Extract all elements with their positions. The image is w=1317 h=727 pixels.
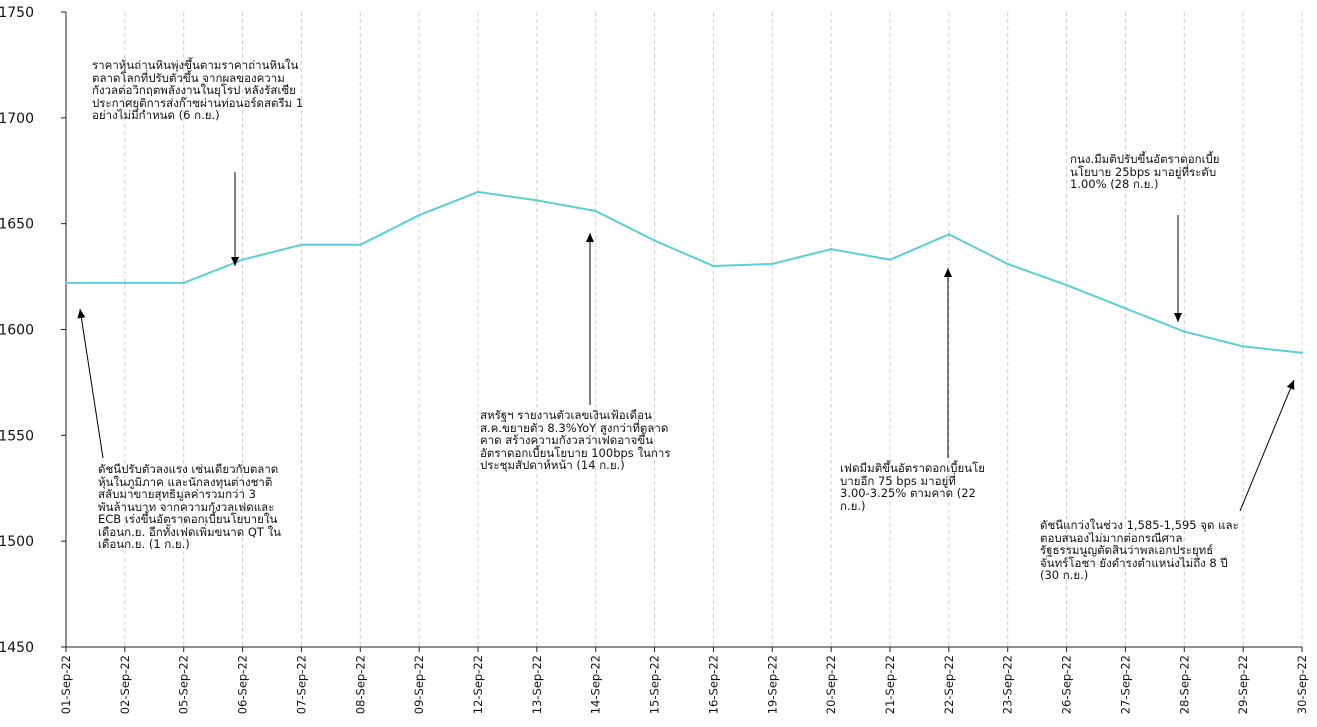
annotation-sep28: กนง.มีมติปรับขึ้นอัตราดอกเบี้ย นโยบาย 25… (1070, 152, 1220, 191)
x-tick-label: 06-Sep-22 (236, 655, 250, 714)
y-tick-label: 1550 (0, 428, 34, 444)
data-point (947, 233, 951, 236)
y-axis-ticks: 1450 1500 1550 1600 1650 1700 1750 (0, 5, 66, 656)
y-tick-label: 1500 (0, 534, 34, 550)
y-tick-label: 1650 (0, 217, 34, 233)
y-tick-label: 1600 (0, 323, 34, 339)
x-tick-label: 27-Sep-22 (1118, 655, 1132, 714)
series-line (64, 190, 1304, 354)
data-point (359, 243, 362, 247)
y-tick-label: 1750 (0, 5, 34, 21)
series-line-path (66, 190, 1303, 354)
data-point (771, 262, 774, 266)
x-tick-label: 15-Sep-22 (648, 655, 662, 714)
annotation-sep30: ดัชนีแกว่งในช่วง 1,585-1,595 จุด และ ตอบ… (1040, 518, 1239, 582)
data-point (1006, 262, 1009, 266)
x-tick-label: 20-Sep-22 (824, 655, 838, 714)
gridlines (124, 12, 1303, 647)
y-tick-label: 1700 (0, 111, 34, 127)
x-tick-label: 23-Sep-22 (1001, 655, 1015, 714)
x-tick-label: 14-Sep-22 (589, 655, 603, 714)
x-tick-label: 09-Sep-22 (412, 655, 426, 714)
data-point (594, 209, 597, 213)
data-point (1124, 307, 1127, 310)
x-tick-label: 28-Sep-22 (1177, 655, 1191, 714)
x-tick-label: 12-Sep-22 (471, 655, 485, 714)
x-tick-label: 05-Sep-22 (177, 655, 191, 714)
x-tick-label: 02-Sep-22 (118, 655, 132, 714)
data-point (476, 190, 480, 194)
data-point (123, 281, 127, 285)
x-tick-label: 08-Sep-22 (353, 655, 367, 714)
data-point (241, 258, 244, 261)
arrow-sep14 (586, 233, 594, 405)
x-tick-label: 13-Sep-22 (530, 655, 544, 714)
arrow-sep28 (1174, 215, 1182, 322)
arrow-sep30 (1239, 379, 1295, 512)
data-point (1241, 345, 1245, 348)
data-point (888, 258, 892, 261)
annotation-sep06: ราคาหุ้นถ่านหินพุ่งขึ้นตามราคาถ่านหินใน … (92, 58, 304, 122)
x-axis-ticks: 01-Sep-22 02-Sep-22 05-Sep-22 06-Sep-22 07-S… (59, 647, 1309, 714)
data-point (1300, 351, 1304, 354)
annotation-sep01: ดัชนีปรับตัวลงแรง เช่นเดียวกับตลาด หุ้นใ… (98, 462, 282, 551)
x-tick-label: 26-Sep-22 (1060, 655, 1074, 714)
y-tick-label: 1450 (0, 640, 34, 656)
x-tick-label: 22-Sep-22 (942, 655, 956, 714)
arrow-sep22 (944, 268, 952, 458)
data-point (417, 214, 421, 217)
x-tick-label: 29-Sep-22 (1236, 655, 1250, 714)
x-tick-label: 07-Sep-22 (294, 655, 308, 714)
x-tick-label: 16-Sep-22 (706, 655, 720, 714)
data-point (1183, 330, 1186, 333)
data-point (300, 243, 303, 247)
data-point (829, 247, 833, 251)
arrow-sep06 (231, 172, 239, 266)
data-point (182, 281, 185, 285)
data-point (1065, 283, 1068, 287)
data-point (535, 199, 539, 202)
x-tick-label: 19-Sep-22 (765, 655, 779, 714)
x-tick-label: 21-Sep-22 (883, 655, 897, 714)
x-tick-label: 30-Sep-22 (1295, 655, 1309, 714)
data-point (653, 239, 656, 242)
annotation-sep22: เฟดมีมติขึ้นอัตราดอกเบี้ยนโย บายอีก 75 b… (840, 461, 985, 513)
annotation-sep14: สหรัฐฯ รายงานตัวเลขเงินเฟ้อเดือน ส.ค.ขยา… (480, 408, 671, 472)
annotation-arrows (77, 172, 1295, 512)
x-tick-label: 01-Sep-22 (59, 655, 73, 714)
arrow-sep01 (77, 308, 104, 459)
data-point (712, 264, 715, 268)
data-point (64, 281, 68, 285)
